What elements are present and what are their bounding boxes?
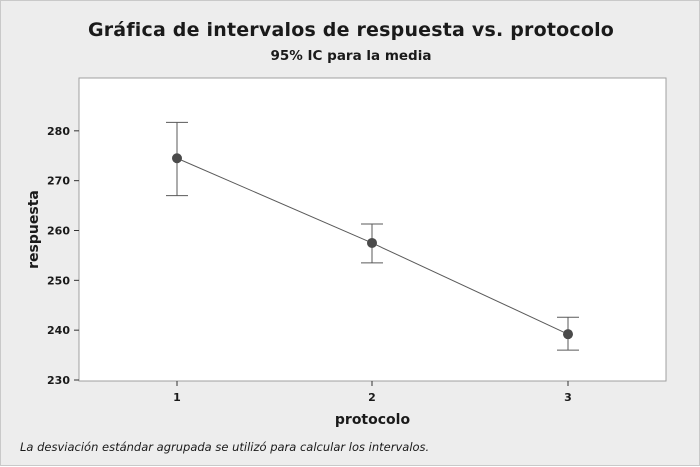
y-tick-label: 230 — [47, 374, 70, 387]
y-axis-title: respuesta — [26, 190, 42, 269]
x-tick-label: 3 — [564, 391, 572, 404]
chart-title: Gráfica de intervalos de respuesta vs. p… — [87, 19, 615, 41]
x-tick-label: 2 — [368, 391, 376, 404]
series-intervals — [166, 121, 579, 351]
mean-point — [172, 153, 182, 164]
x-tick-label: 1 — [173, 391, 181, 404]
mean-point — [563, 329, 573, 340]
y-tick-label: 250 — [47, 274, 70, 287]
y-tick-label: 280 — [47, 125, 70, 138]
x-axis-title: protocolo — [335, 412, 411, 428]
y-tick-label: 240 — [47, 324, 70, 337]
chart-footnote: La desviación estándar agrupada se utili… — [20, 440, 430, 454]
chart-subtitle: 95% IC para la media — [270, 48, 432, 64]
y-tick-label: 270 — [47, 175, 70, 188]
y-axis: 230 240 250 260 270 280 — [47, 125, 79, 387]
y-tick-label: 260 — [47, 224, 70, 237]
x-axis: 1 2 3 — [173, 381, 572, 404]
mean-point — [367, 237, 377, 248]
